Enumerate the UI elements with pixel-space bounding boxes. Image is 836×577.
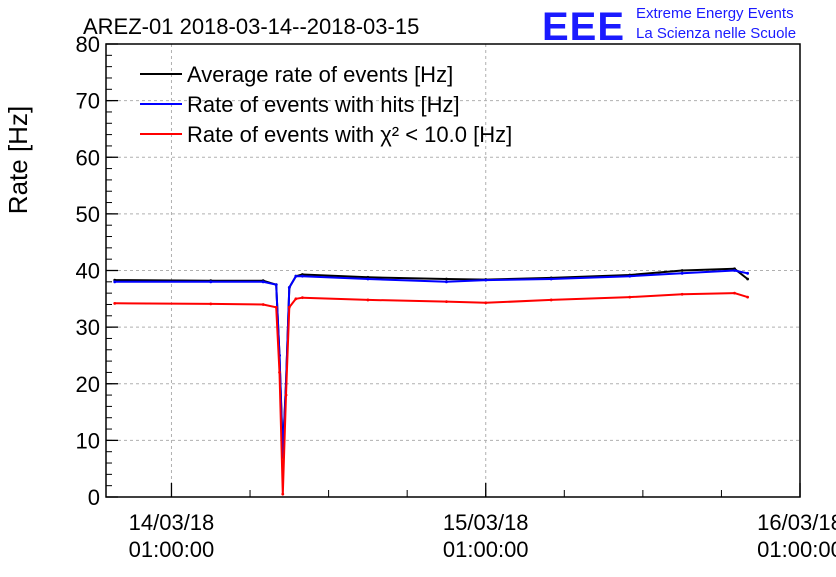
y-tick-label: 50 <box>76 202 100 227</box>
x-tick-date: 14/03/18 <box>129 510 215 535</box>
data-point <box>209 302 213 306</box>
y-tick-label: 40 <box>76 259 100 284</box>
data-point <box>261 303 265 306</box>
data-point <box>261 280 265 284</box>
y-tick-label: 60 <box>76 145 100 170</box>
data-point <box>113 280 117 284</box>
eee-logo: EEE Extreme Energy Events La Scienza nel… <box>542 5 796 49</box>
data-point <box>274 305 278 309</box>
data-point <box>549 298 553 302</box>
legend-label: Average rate of events [Hz] <box>187 62 453 87</box>
data-point <box>209 280 213 284</box>
data-point <box>366 298 370 302</box>
data-point <box>274 283 278 287</box>
y-tick-label: 0 <box>88 485 100 510</box>
data-point <box>287 286 291 289</box>
y-tick-label: 80 <box>76 32 100 57</box>
data-point <box>281 492 285 496</box>
data-point <box>484 301 488 305</box>
logo-line-1: Extreme Energy Events <box>636 5 794 22</box>
series-line-2 <box>114 269 748 459</box>
data-point <box>445 300 448 304</box>
data-point <box>445 277 448 281</box>
chart-title: AREZ-01 2018-03-14--2018-03-15 <box>83 14 419 39</box>
y-tick-label: 20 <box>76 372 100 397</box>
y-axis-label: Rate [Hz] <box>3 106 33 214</box>
series-layer <box>113 267 750 496</box>
y-tick-label: 70 <box>76 89 100 114</box>
x-tick-date: 15/03/18 <box>443 510 529 535</box>
y-tick-label: 30 <box>76 315 100 340</box>
data-point <box>733 291 736 295</box>
data-point <box>284 393 288 397</box>
logo-mark: EEE <box>542 5 625 49</box>
x-tick-date: 16/03/18 <box>757 510 836 535</box>
data-point <box>733 269 736 272</box>
data-point <box>549 277 553 281</box>
data-point <box>294 297 298 301</box>
data-point <box>301 274 304 278</box>
data-point <box>746 277 750 281</box>
data-point <box>301 296 304 300</box>
data-point <box>746 295 750 299</box>
tick-labels: 0102030405060708014/03/1801:00:0015/03/1… <box>76 32 836 562</box>
data-point <box>680 271 684 275</box>
logo-line-2: La Scienza nelle Scuole <box>636 25 796 42</box>
series-line-3 <box>114 292 748 496</box>
data-point <box>680 269 684 272</box>
data-point <box>484 278 488 282</box>
data-point <box>445 280 448 284</box>
data-point <box>746 271 750 275</box>
y-tick-label: 10 <box>76 428 100 453</box>
data-point <box>287 305 291 309</box>
data-point <box>294 274 298 278</box>
ticks <box>106 43 801 498</box>
data-point <box>680 292 684 296</box>
x-tick-time: 01:00:00 <box>757 537 836 562</box>
x-tick-time: 01:00:00 <box>443 537 529 562</box>
data-point <box>113 301 117 305</box>
data-point <box>366 277 370 281</box>
legend: Average rate of events [Hz] Rate of event… <box>140 62 512 147</box>
data-point <box>628 295 632 299</box>
legend-label: Rate of events with χ² < 10.0 [Hz] <box>187 122 512 147</box>
data-point <box>278 371 281 374</box>
x-tick-time: 01:00:00 <box>129 537 215 562</box>
legend-label: Rate of events with hits [Hz] <box>187 92 460 117</box>
data-point <box>628 274 632 278</box>
